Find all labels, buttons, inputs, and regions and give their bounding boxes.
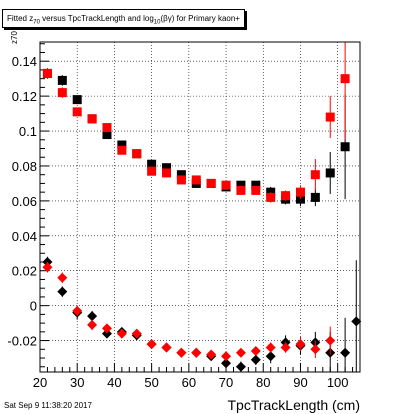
data-point-square — [236, 180, 246, 190]
x-tick-label: 80 — [256, 375, 270, 390]
data-point-diamond — [280, 342, 291, 353]
timestamp: Sat Sep 9 11:38:20 2017 — [4, 401, 92, 410]
data-point-square — [162, 168, 172, 178]
data-point-diamond — [206, 349, 217, 360]
x-tick-label: 100 — [327, 375, 349, 390]
data-point-square — [57, 88, 67, 98]
y-tick-label: 0.12 — [12, 89, 37, 104]
data-point-diamond — [146, 339, 157, 350]
data-point-square — [147, 159, 157, 169]
data-point-square — [176, 175, 186, 185]
y-axis-label: z70 — [10, 31, 19, 44]
data-point-diamond — [351, 316, 362, 327]
data-point-square — [191, 175, 201, 185]
data-point-diamond — [101, 323, 112, 334]
y-tick-label: 0 — [30, 299, 37, 314]
x-tick-label: 40 — [107, 375, 121, 390]
data-point-square — [340, 74, 350, 84]
data-point-diamond — [116, 328, 127, 339]
data-point-square — [72, 95, 82, 105]
y-tick-label: 0.02 — [12, 264, 37, 279]
data-point-diamond — [72, 305, 83, 316]
data-point-diamond — [176, 347, 187, 358]
data-point-square — [310, 170, 320, 180]
data-point-diamond — [235, 361, 246, 372]
data-point-diamond — [221, 351, 232, 362]
data-point-diamond — [87, 319, 98, 330]
data-point-square — [117, 145, 127, 155]
data-point-diamond — [340, 347, 351, 358]
data-point-square — [117, 140, 127, 150]
data-point-square — [236, 185, 246, 195]
data-point-square — [340, 142, 350, 152]
x-tick-label: 30 — [70, 375, 84, 390]
data-point-diamond — [101, 328, 112, 339]
x-axis-label: TpcTrackLength (cm) — [227, 397, 360, 413]
title-subscript-2: 10 — [153, 19, 161, 26]
data-point-diamond — [250, 346, 261, 357]
title-suffix: (βγ) for Primary kaon+ — [160, 14, 240, 23]
data-point-diamond — [221, 358, 232, 369]
y-tick-label: 0.14 — [12, 54, 37, 69]
data-point-square — [221, 180, 231, 190]
data-point-diamond — [295, 339, 306, 350]
title-prefix: Fitted z — [7, 14, 34, 23]
data-point-diamond — [265, 351, 276, 362]
x-tick-label: 70 — [219, 375, 233, 390]
data-point-square — [325, 168, 335, 178]
data-point-square — [251, 180, 261, 190]
data-point-square — [206, 178, 216, 188]
data-point-diamond — [57, 286, 68, 297]
data-point-diamond — [42, 262, 53, 273]
data-point-diamond — [265, 342, 276, 353]
title-subscript-1: 70 — [33, 19, 40, 26]
data-point-square — [132, 149, 142, 159]
data-point-square — [281, 191, 291, 201]
data-point-diamond — [57, 272, 68, 283]
chart-title: Fitted z70 versus TpcTrackLength and log… — [2, 9, 245, 28]
y-tick-label: 0.04 — [12, 229, 37, 244]
data-point-square — [87, 114, 97, 124]
y-tick-label: 0.06 — [12, 194, 37, 209]
data-point-square — [42, 68, 52, 78]
data-point-square — [57, 75, 67, 85]
data-point-diamond — [191, 347, 202, 358]
data-point-square — [325, 112, 335, 122]
data-point-diamond — [325, 335, 336, 346]
data-point-square — [266, 192, 276, 202]
title-mid: versus TpcTrackLength and log — [39, 14, 154, 23]
y-tick-label: 0.08 — [12, 159, 37, 174]
data-point-square — [147, 166, 157, 176]
y-tick-label: 0.1 — [19, 124, 37, 139]
x-tick-label: 90 — [293, 375, 307, 390]
data-point-square — [310, 192, 320, 202]
data-point-diamond — [250, 354, 261, 365]
data-point-square — [251, 185, 261, 195]
x-tick-label: 20 — [33, 375, 47, 390]
data-point-square — [102, 123, 112, 133]
data-point-square — [102, 130, 112, 140]
y-tick-label: -0.02 — [7, 334, 37, 349]
data-point-diamond — [87, 311, 98, 322]
data-point-diamond — [161, 342, 172, 353]
data-point-square — [72, 107, 82, 117]
data-point-square — [176, 170, 186, 180]
data-point-diamond — [131, 328, 142, 339]
data-point-diamond — [235, 347, 246, 358]
plot-frame — [39, 41, 361, 373]
x-tick-label: 60 — [182, 375, 196, 390]
data-point-square — [162, 163, 172, 173]
data-point-diamond — [310, 344, 321, 355]
x-tick-label: 50 — [144, 375, 158, 390]
data-point-square — [295, 187, 305, 197]
